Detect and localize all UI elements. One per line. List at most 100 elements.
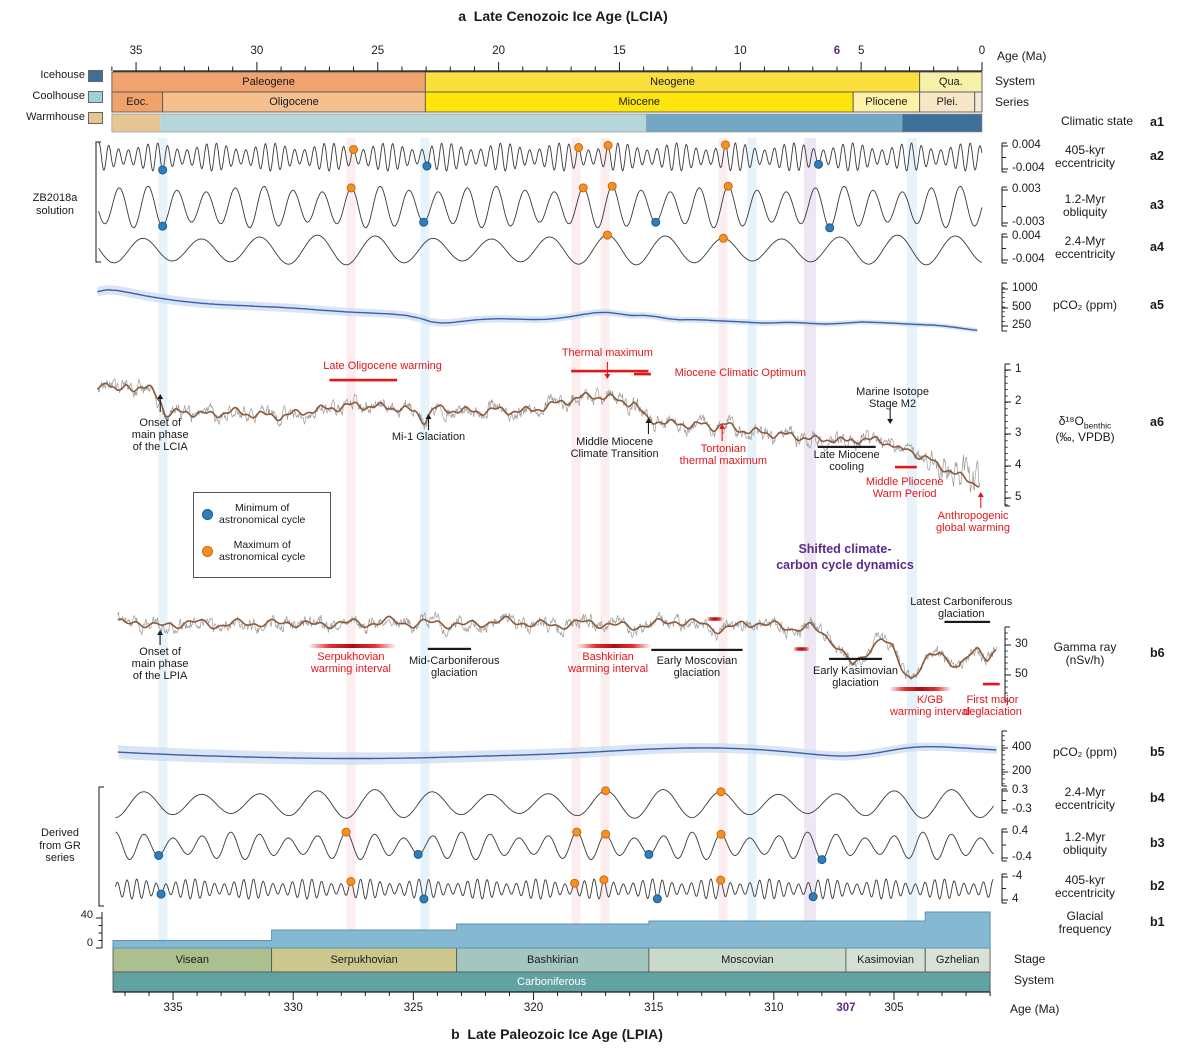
astro-legend-item: Minimum of astronomical cycle [202,502,322,526]
axis-name-a6: δ¹⁸Obenthic (‰, VPDB) [1015,414,1155,444]
glacial-frequency-area [112,911,991,949]
annotation-b-bar-7 [889,687,952,691]
min-cycle-dot [652,894,662,904]
max-cycle-dot [341,827,351,837]
axis-tick-label-a4: -0.004 [1012,252,1045,265]
guide-band-1 [346,138,356,948]
max-cycle-dot [349,145,359,155]
guide-band-4 [600,138,610,948]
strat-seg [845,947,926,973]
strat-label: Gzhelian [935,954,980,966]
annotation-a-text: Late Miocene cooling [813,449,880,473]
side-label: Climatic state [1060,114,1134,128]
min-cycle-dot [651,217,661,227]
annotation-b-bar-5 [829,657,882,660]
guide-band-8 [907,138,917,948]
max-cycle-dot [716,875,726,885]
shifted-dynamics-note: Shifted climate- carbon cycle dynamics [776,542,914,572]
strat-label: Qua. [938,76,963,88]
d18o-raw [97,378,981,493]
glacial-axis-label: 0 [86,937,93,949]
annotation-a-bar-9 [894,465,917,469]
annotation-b-bar-6 [944,620,991,623]
axis-tick-label-a6: 4 [1015,458,1022,471]
age-tick-label-top: 20 [492,45,505,57]
annotation-b-bar-1 [307,644,397,648]
axis-tick-label-a4: 0.004 [1012,229,1041,242]
annotation-b-bar-3 [576,644,652,648]
axis-tick-label-b4: 0.3 [1012,783,1028,796]
strat-label: Miocene [618,96,661,108]
annotation-a-bar-1 [329,378,398,382]
max-cycle-dot [572,827,582,837]
panel-id-a4: a4 [1150,240,1164,254]
annotation-a-text: Tortonian thermal maximum [679,443,768,467]
minimum-cycle-dot-icon [202,508,213,520]
axis-tick-label-b2: -4 [1012,869,1023,882]
annotation-b-bar-4 [651,648,743,651]
annotation-a-arrow-head-2 [425,414,432,419]
annotation-b-text: Mid-Carboniferous glaciation [408,655,500,679]
strat-label: Moscovian [721,954,774,966]
annotation-b-text: Early Kasimovian glaciation [813,665,899,689]
age-tick-label-bottom: 335 [163,1002,183,1014]
min-cycle-dot [154,851,164,861]
strat-label: Serpukhovian [330,954,398,966]
panel-id-a3: a3 [1150,198,1164,212]
d18o-sub: benthic [1083,420,1112,431]
axis-tick-label-a6: 2 [1015,394,1022,407]
climate-legend-label: Coolhouse [32,90,85,102]
annotation-b-text: K/GB warming interval [889,694,971,718]
annotation-b-arrow-head-0 [157,630,164,635]
annotation-a-bar-7 [817,445,876,448]
wave-b3 [115,831,994,861]
wave-a3 [98,185,983,229]
side-label: Age (Ma) [1010,1002,1060,1016]
side-label: Series [995,95,1030,109]
wave-b2 [114,878,994,900]
max-cycle-dot [346,877,356,887]
title-lpia: b Late Paleozoic Ice Age (LPIA) [451,1026,663,1042]
min-cycle-dot [644,849,654,859]
panel-id-a5: a5 [1150,298,1164,312]
strat-seg [924,947,991,973]
wave-b4 [115,789,994,819]
annotation-a-bar-4 [633,372,651,376]
strat-seg [112,947,273,973]
panel-id-b5: b5 [1150,745,1165,759]
age-tick-label-top: 35 [129,45,143,57]
annotation-a-bar-3 [571,369,649,373]
climate-legend-label: Icehouse [40,69,85,81]
panel-id-a2: a2 [1150,149,1164,163]
min-cycle-dot [817,855,827,865]
annotation-a-arrow-head-8 [887,419,894,424]
strat-label: Eoc. [126,96,149,108]
panel-id-a1: a1 [1150,115,1164,129]
strat-seg [974,91,983,113]
zb2018a-label: ZB2018a solution [32,192,78,217]
d18o-main: δ¹⁸O [1058,414,1084,428]
strat-label: Carboniferous [517,976,587,988]
age-tick-label-top: 25 [371,45,385,57]
axis-tick-label-b2: 4 [1012,892,1019,905]
max-cycle-dot [346,183,356,193]
max-cycle-dot [599,875,609,885]
annotation-a-text: Mi-1 Glaciation [391,431,466,443]
climate-legend-swatch [88,70,103,82]
min-cycle-dot [808,892,818,902]
axis-tick-label-b3: 0.4 [1012,824,1028,837]
min-cycle-dot [825,223,835,233]
min-cycle-dot [422,161,432,171]
derived-gr-bracket [98,786,104,907]
age-tick-label-bottom: 325 [403,1002,423,1014]
pco2-lpia-line [117,746,997,760]
age-tick-label-bottom: 305 [884,1002,904,1014]
axis-name-b2: 405-kyr eccentricity [1054,873,1116,901]
age-tick-label-top: 10 [733,45,747,57]
axis-name-a3: 1.2-Myr obliquity [1062,192,1108,220]
axis-tick-label-a5: 1000 [1012,281,1038,294]
astro-cycle-legend: Minimum of astronomical cycle Maximum of … [193,492,331,578]
max-cycle-dot [716,787,726,797]
max-cycle-dot [603,140,613,150]
title-lcia: a Late Cenozoic Ice Age (LCIA) [458,8,668,24]
